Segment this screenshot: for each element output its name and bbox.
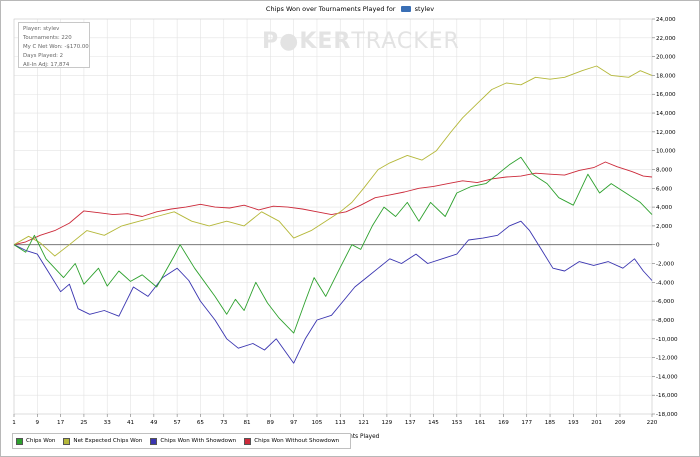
x-tick-label: 1 (12, 420, 16, 426)
y-tick-label: 20,000 (656, 55, 676, 61)
y-tick-label: 0 (656, 243, 660, 249)
x-tick-label: 97 (290, 420, 298, 426)
y-tick-label: -14,000 (656, 374, 678, 380)
info-days-played: Days Played: 2 (23, 53, 64, 59)
y-tick-label: 2,000 (656, 224, 672, 230)
chart-title-player: stylev (414, 5, 435, 13)
x-tick-label: 153 (451, 420, 462, 426)
legend-item-with-showdown: Chips Won With Showdown (150, 437, 237, 445)
y-tick-label: -10,000 (656, 337, 678, 343)
y-tick-label: 18,000 (656, 73, 676, 79)
x-tick-label: 129 (382, 420, 393, 426)
x-tick-label: 105 (312, 420, 323, 426)
legend-label: Chips Won With Showdown (160, 438, 237, 444)
plot-area (13, 18, 653, 415)
info-net-won: My C Net Won: -$170.00 (23, 44, 89, 50)
tick-layer: -18,000 -16,000 -14,000 -12,000 -10,000 -8,00… (12, 17, 678, 426)
player-badge-icon (400, 6, 411, 12)
legend-label: Net Expected Chips Won (73, 438, 143, 444)
x-tick-label: 177 (521, 420, 532, 426)
legend-label: Chips Won (26, 438, 56, 444)
y-tick-label: 16,000 (656, 92, 676, 98)
info-player: Player: stylev (23, 26, 60, 32)
x-tick-label: 201 (591, 420, 602, 426)
x-tick-label: 57 (174, 420, 182, 426)
x-tick-label: 81 (243, 420, 251, 426)
x-tick-label: 121 (358, 420, 369, 426)
x-tick-label: 145 (428, 420, 439, 426)
y-tick-label: 8,000 (656, 167, 672, 173)
x-tick-label: 9 (36, 420, 40, 426)
info-box: Player: stylev Tournaments: 220 My C Net… (18, 22, 90, 68)
x-tick-label: 161 (475, 420, 486, 426)
chart-title: Chips Won over Tournaments Played for st… (0, 5, 700, 13)
x-tick-label: 137 (405, 420, 416, 426)
chart-title-text: Chips Won over Tournaments Played for (265, 5, 396, 13)
y-tick-label: -12,000 (656, 356, 678, 362)
y-tick-label: 12,000 (656, 130, 676, 136)
series-net-expected (13, 65, 653, 257)
y-tick-label: 24,000 (656, 17, 676, 23)
y-tick-label: 4,000 (656, 205, 672, 211)
legend-item-without-showdown: Chips Won Without Showdown (244, 437, 340, 445)
y-tick-label: -4,000 (656, 280, 674, 286)
y-tick-label: -2,000 (656, 262, 674, 268)
series-layer (13, 65, 653, 364)
x-tick-label: 25 (80, 420, 88, 426)
legend-swatch-without-showdown (244, 437, 252, 445)
x-tick-label: 169 (498, 420, 509, 426)
x-tick-label: 89 (267, 420, 275, 426)
x-tick-label: 220 (647, 420, 658, 426)
x-tick-label: 73 (220, 420, 228, 426)
series-chips-won (13, 156, 653, 334)
y-tick-label: 10,000 (656, 149, 676, 155)
y-tick-label: 22,000 (656, 36, 676, 42)
y-tick-label: -6,000 (656, 299, 674, 305)
info-allin-adj: All-In Adj: 17,874 (23, 62, 70, 68)
legend-label: Chips Won Without Showdown (254, 438, 340, 444)
x-tick-label: 65 (197, 420, 205, 426)
poker-chip-icon: ● (279, 29, 300, 54)
y-tick-label: -18,000 (656, 412, 678, 418)
legend-swatch-with-showdown (150, 437, 158, 445)
x-tick-label: 41 (127, 420, 135, 426)
x-tick-label: 49 (150, 420, 158, 426)
y-tick-label: -8,000 (656, 318, 674, 324)
pokertracker-watermark: P●KERTRACKER (262, 29, 460, 54)
x-tick-label: 193 (568, 420, 579, 426)
legend-item-chips-won: Chips Won (16, 437, 56, 445)
x-tick-label: 17 (57, 420, 65, 426)
x-tick-label: 33 (104, 420, 112, 426)
info-tournaments: Tournaments: 220 (23, 35, 72, 41)
y-tick-label: 6,000 (656, 186, 672, 192)
legend-swatch-net-expected (63, 437, 71, 445)
y-tick-label: -16,000 (656, 393, 678, 399)
y-tick-label: 14,000 (656, 111, 676, 117)
series-with-showdown (13, 220, 653, 364)
axis-layer (13, 18, 653, 415)
x-tick-label: 185 (545, 420, 556, 426)
x-tick-label: 113 (335, 420, 346, 426)
x-tick-label: 209 (615, 420, 626, 426)
legend-item-net-expected: Net Expected Chips Won (63, 437, 143, 445)
legend-swatch-chips-won (16, 437, 23, 445)
legend: Chips Won Net Expected Chips Won Chips W… (12, 433, 352, 449)
